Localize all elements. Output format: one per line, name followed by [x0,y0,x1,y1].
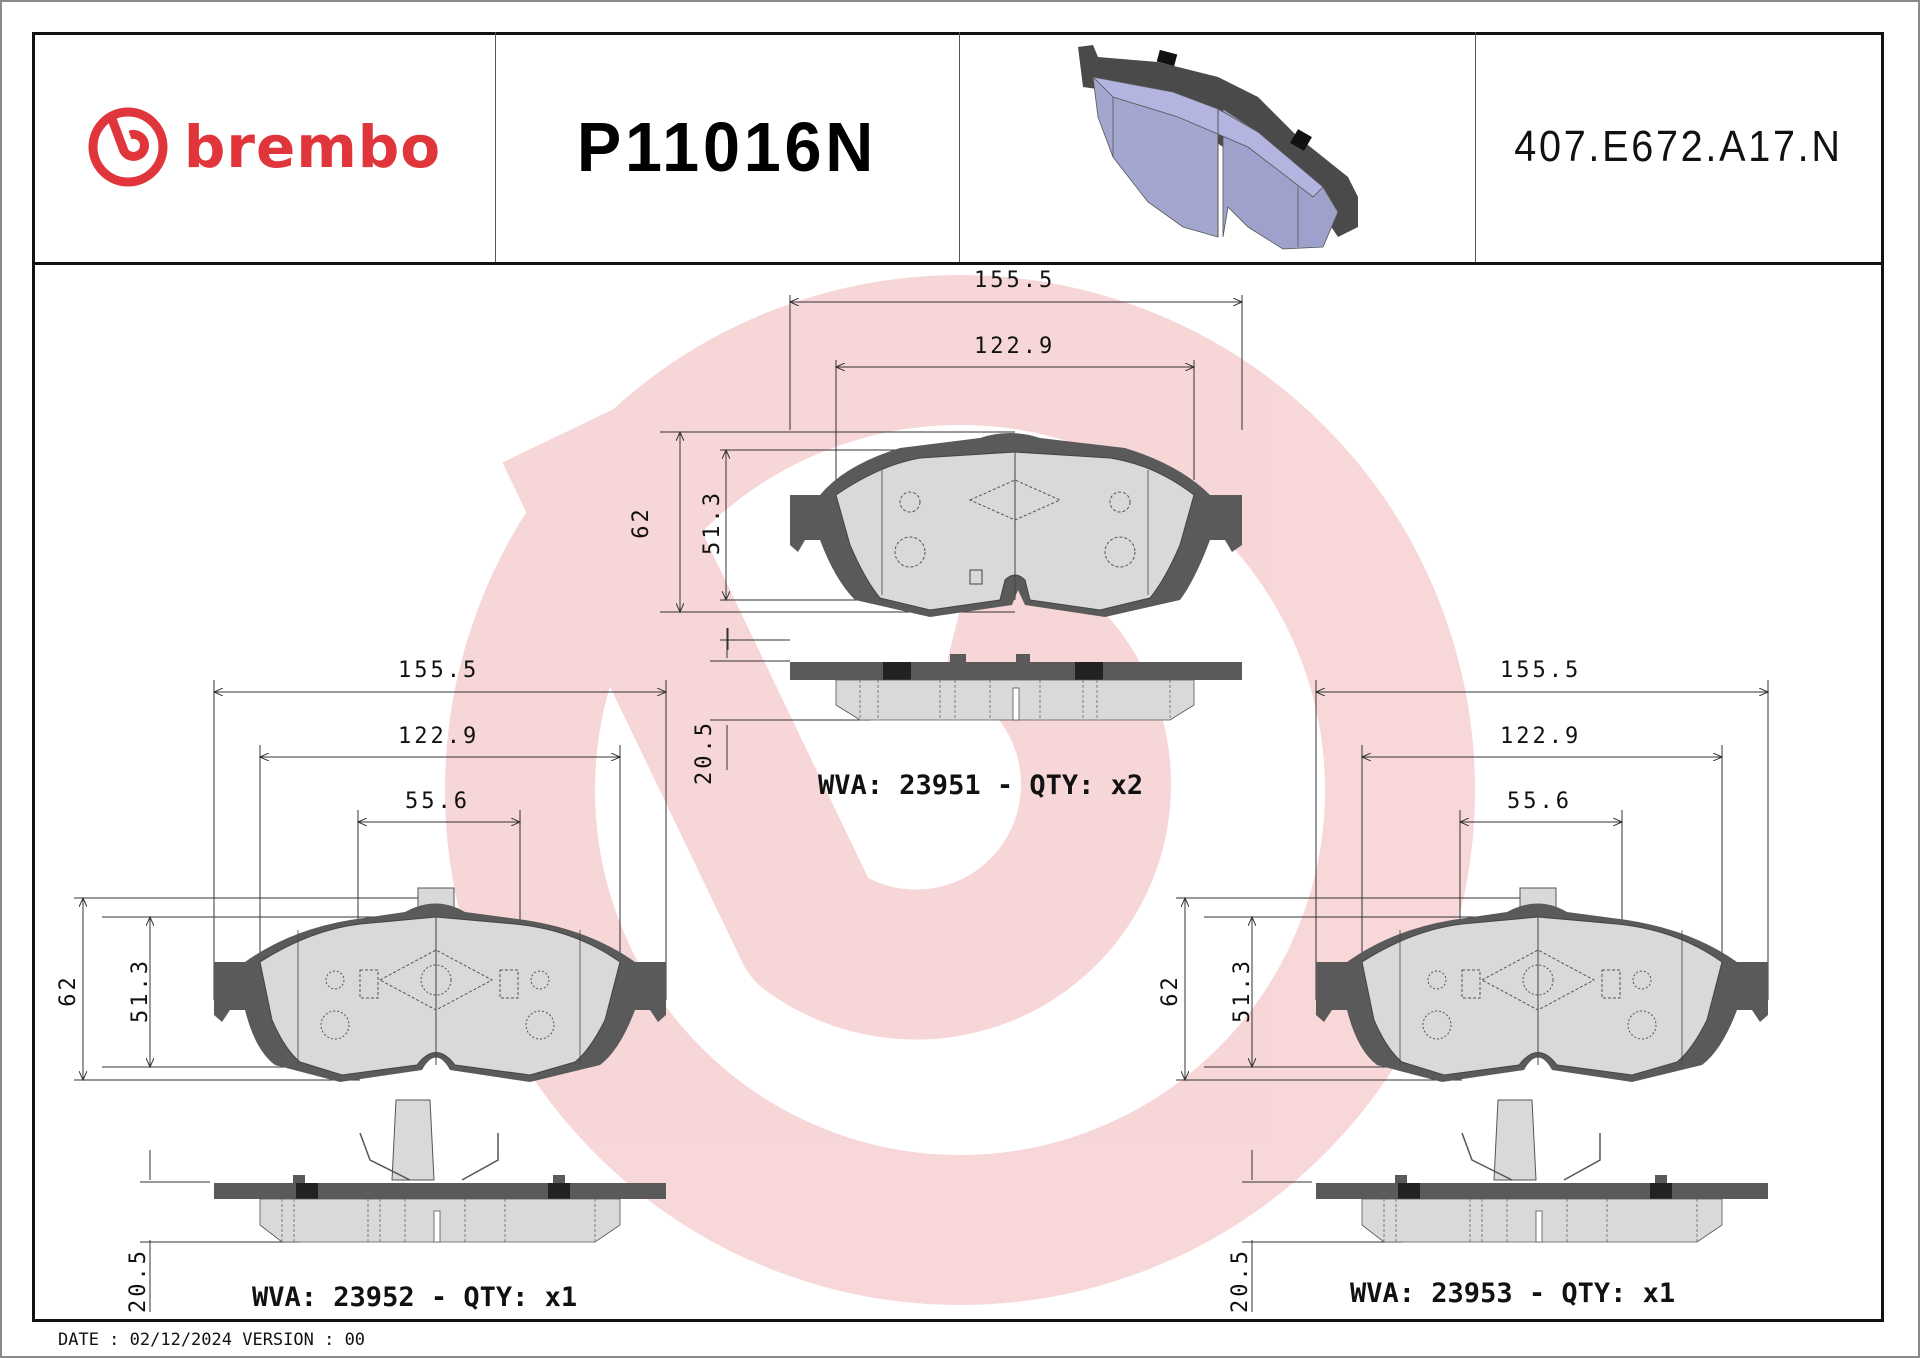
left-pad-height-friction: 51.3 [127,958,153,1023]
left-pad-width-inner: 55.6 [405,789,470,814]
reference-code: 407.E672.A17.N [1514,122,1843,171]
qty-label: QTY: [1561,1278,1627,1309]
footer-date-version: DATE : 02/12/2024 VERSION : 00 [58,1330,366,1350]
right-pad-width-overall: 155.5 [1500,658,1582,683]
right-pad-drawing [1176,680,1782,1312]
qty-value: x1 [1642,1278,1676,1309]
brand-name: brembo [183,113,442,181]
qty-value: x2 [1110,770,1144,801]
reference-code-cell: 407.E672.A17.N [1476,32,1881,262]
qty-value: x1 [544,1282,578,1313]
brembo-disc-icon [88,107,168,187]
part-number-cell: P11016N [496,32,960,262]
right-pad-thickness: 20.5 [1227,1248,1253,1313]
wva-number: 23952 [333,1282,415,1313]
wva-separator: - [1528,1278,1546,1309]
left-pad-thickness: 20.5 [125,1248,151,1313]
left-pad-height-overall: 62 [55,974,81,1007]
wva-separator: - [430,1282,448,1313]
part-number: P11016N [577,108,878,186]
title-block: brembo P11016N 407.E672.A17.N [32,32,1884,265]
wva-separator: - [996,770,1014,801]
right-pad-height-friction: 51.3 [1229,958,1255,1023]
right-pad-height-overall: 62 [1157,974,1183,1007]
top-pad-thickness: 20.5 [691,720,717,785]
wva-number: 23951 [899,770,981,801]
qty-label: QTY: [463,1282,529,1313]
right-pad-width-friction: 122.9 [1500,724,1582,749]
wva-label: WVA: [252,1282,318,1313]
left-pad-drawing [74,680,680,1312]
drawing-frame [32,32,1884,1322]
top-pad-height-friction: 51.3 [699,490,725,555]
right-pad-wva-label: WVA: 23953 - QTY: x1 [1350,1278,1675,1309]
brand-logo: brembo [86,105,441,189]
wva-label: WVA: [1350,1278,1416,1309]
left-pad-width-friction: 122.9 [398,724,480,749]
top-pad-width-overall: 155.5 [974,268,1056,293]
top-pad-height-overall: 62 [628,506,654,539]
top-pad-drawing [660,295,1260,650]
top-pad-wva-label: WVA: 23951 - QTY: x2 [818,770,1143,801]
product-render-cell [960,32,1476,262]
qty-label: QTY: [1029,770,1095,801]
top-pad-width-friction: 122.9 [974,334,1056,359]
brake-pad-3d-render [1077,45,1358,250]
wva-number: 23953 [1431,1278,1513,1309]
left-pad-wva-label: WVA: 23952 - QTY: x1 [252,1282,577,1313]
wva-label: WVA: [818,770,884,801]
right-pad-width-inner: 55.6 [1507,789,1572,814]
top-pad-side-view [710,628,1242,770]
brand-logo-cell: brembo [32,32,496,262]
left-pad-width-overall: 155.5 [398,658,480,683]
